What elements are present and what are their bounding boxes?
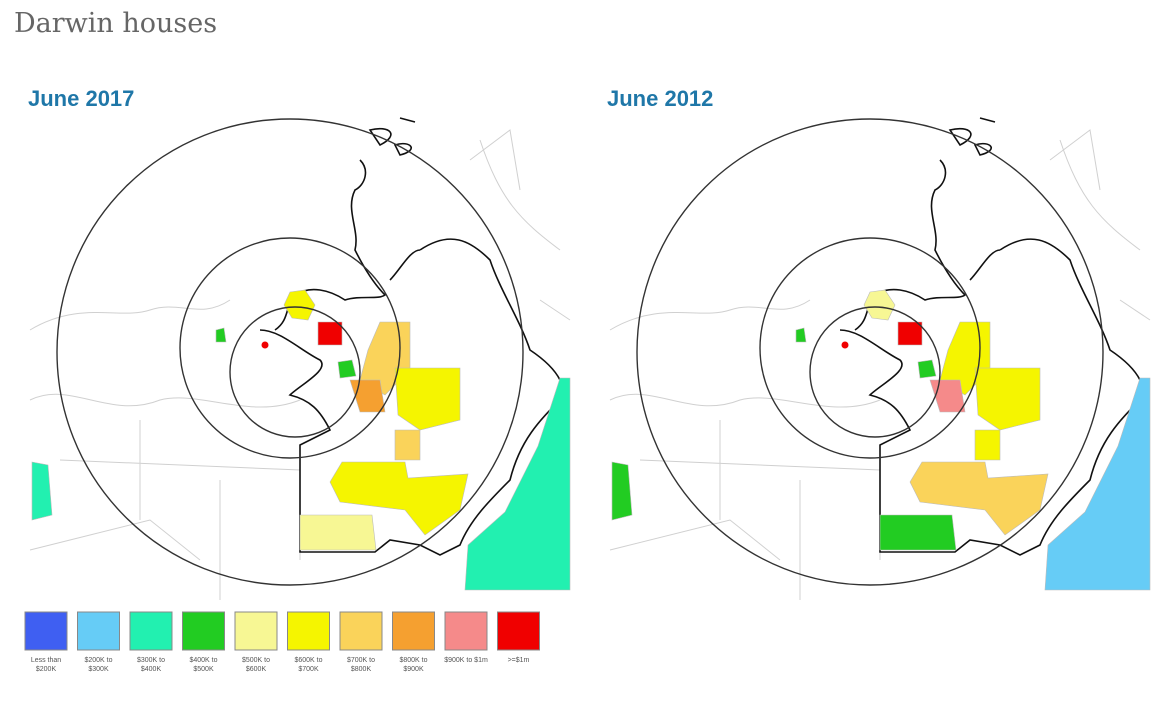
region [299, 514, 377, 551]
legend-label: $700K to $800K [346, 657, 376, 673]
legend-swatch [444, 611, 488, 651]
legend-swatch [182, 611, 225, 651]
legend-label: >=$1m [507, 657, 530, 664]
region [909, 461, 1049, 536]
region [611, 461, 633, 521]
legend-swatch [339, 611, 383, 651]
legend-swatch [129, 611, 173, 651]
legend-swatch [497, 611, 540, 651]
region [394, 429, 421, 461]
range-ring [229, 306, 361, 438]
region [283, 289, 316, 321]
map [29, 117, 571, 600]
legend-label: $300K to $400K [136, 657, 166, 673]
legend-swatch [24, 611, 68, 651]
legend-swatch [234, 611, 278, 651]
coastline [839, 117, 1141, 556]
range-ring [636, 118, 1104, 586]
legend-label: $600K to $700K [294, 657, 323, 673]
region [337, 359, 357, 379]
page-title: Darwin houses [14, 8, 218, 39]
legend-swatch [77, 611, 120, 651]
region [929, 379, 966, 413]
map-title: June 2012 [607, 86, 714, 111]
legend-label: $800K to $900K [399, 657, 428, 673]
legend-label: $500K to $600K [241, 657, 271, 673]
region [317, 321, 343, 346]
legend-label: $400K to $500K [189, 657, 218, 673]
region [863, 289, 896, 321]
region [917, 359, 937, 379]
legend-label: $900K to $1m [444, 657, 488, 664]
region [349, 379, 386, 413]
coastline [259, 117, 561, 556]
legend-label: $200K to $300K [84, 657, 113, 673]
region [215, 327, 227, 343]
region [879, 514, 957, 551]
region [464, 377, 571, 591]
range-ring [179, 237, 401, 459]
region [974, 429, 1001, 461]
legend-label: Less than $200K [30, 657, 62, 673]
range-ring [809, 306, 941, 438]
range-ring [56, 118, 524, 586]
legend-swatch [287, 611, 330, 651]
range-ring [759, 237, 981, 459]
marker [261, 341, 269, 349]
marker [841, 341, 849, 349]
region [394, 367, 461, 431]
region [31, 461, 53, 521]
map-title: June 2017 [28, 86, 135, 111]
region [795, 327, 807, 343]
region [897, 321, 923, 346]
map [609, 117, 1151, 600]
region [1044, 377, 1151, 591]
region [974, 367, 1041, 431]
legend-swatch [392, 611, 435, 651]
region [329, 461, 469, 536]
